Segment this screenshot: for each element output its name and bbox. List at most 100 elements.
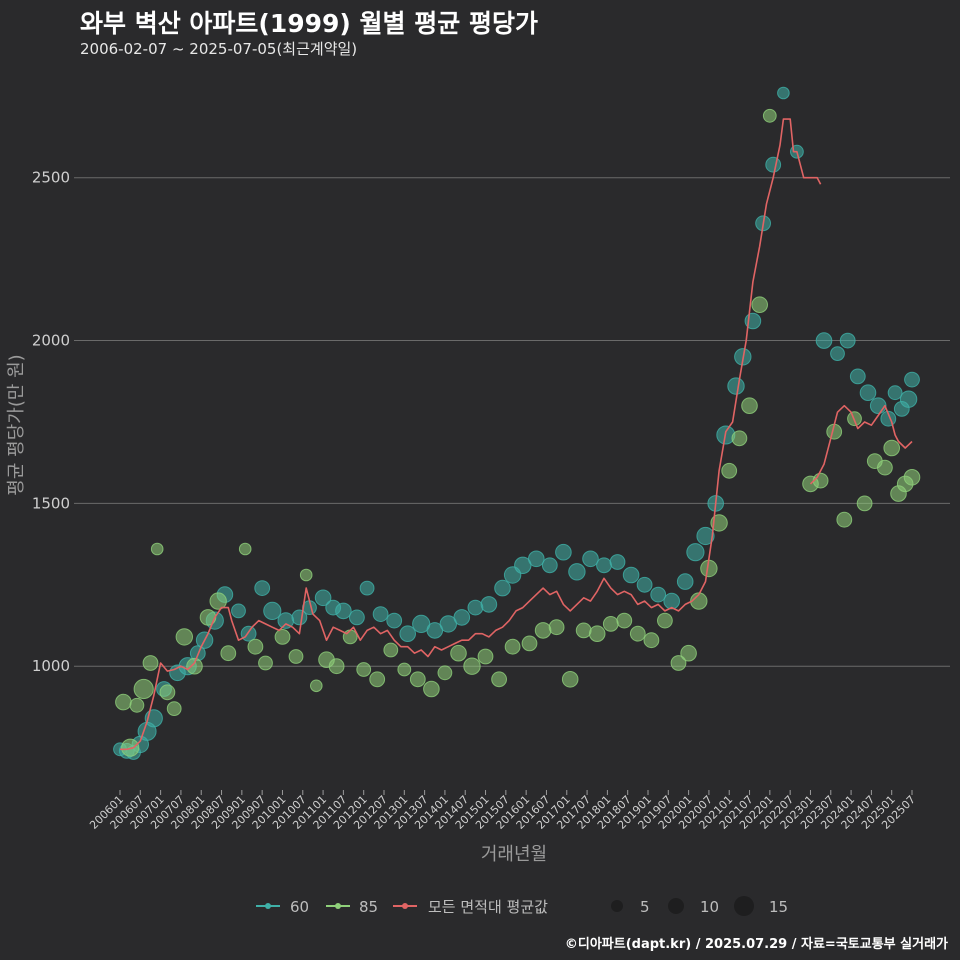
point-85-17 [288, 649, 304, 664]
point-85-10 [199, 609, 217, 626]
point-85-38 [561, 671, 579, 688]
point-60-41 [582, 550, 599, 568]
chart-title: 와부 벽산 아파트(1999) 월별 평균 평당가 [80, 9, 538, 38]
point-60-69 [899, 390, 918, 408]
legend-size-5-dot [611, 900, 623, 912]
point-85-42 [616, 612, 633, 629]
point-60-24 [359, 580, 375, 596]
point-85-59 [836, 511, 853, 528]
point-60-46 [650, 586, 667, 603]
chart-subtitle: 2006-02-07 ~ 2025-07-05(최근계약일) [80, 40, 358, 58]
y-tick-label-1500: 1500 [32, 494, 70, 512]
point-85-14 [247, 638, 264, 655]
point-60-57 [765, 156, 782, 173]
point-60-65 [869, 397, 887, 415]
point-60-40 [568, 563, 586, 581]
point-85-41 [602, 616, 619, 632]
grid-lines [74, 177, 950, 667]
point-60-13 [231, 603, 246, 619]
point-85-45 [657, 612, 673, 629]
point-85-39 [575, 622, 592, 639]
point-85-33 [491, 671, 508, 688]
point-60-25 [372, 606, 389, 622]
legend-size-5-label: 5 [640, 898, 650, 916]
y-axis-ticks: 1000 1500 2000 2500 [32, 169, 70, 676]
point-60-30 [439, 615, 457, 633]
point-60-62 [839, 332, 856, 349]
point-85-13 [238, 542, 252, 556]
point-85-8 [175, 628, 194, 646]
point-85-19 [310, 679, 323, 693]
point-60-31 [453, 609, 471, 626]
y-tick-label-1000: 1000 [32, 657, 70, 675]
point-60-36 [514, 556, 532, 574]
point-60-45 [636, 576, 653, 593]
point-85-57 [812, 472, 829, 489]
point-85-32 [477, 648, 494, 665]
point-85-4 [142, 655, 159, 671]
point-85-2 [129, 697, 145, 713]
point-85-26 [397, 662, 412, 677]
y-tick-label-2000: 2000 [32, 332, 70, 350]
point-85-27 [409, 671, 426, 688]
point-85-50 [710, 514, 728, 532]
y-axis-label: 평균 평당가(만 원) [6, 354, 27, 495]
point-85-0 [115, 693, 132, 711]
point-85-22 [342, 629, 358, 645]
point-85-52 [731, 430, 748, 447]
point-60-32 [467, 599, 484, 616]
point-60-63 [849, 368, 866, 385]
y-tick-label-2500: 2500 [32, 169, 70, 187]
point-60-38 [541, 557, 558, 574]
legend-size-15-dot [734, 896, 754, 916]
point-60-22 [335, 602, 352, 620]
point-85-43 [629, 625, 646, 642]
legend-size-10-label: 10 [700, 898, 719, 916]
point-85-53 [741, 397, 758, 415]
point-60-53 [727, 377, 745, 395]
point-85-54 [751, 296, 769, 314]
point-60-48 [676, 573, 694, 590]
point-85-36 [534, 622, 552, 639]
point-85-44 [643, 632, 660, 649]
point-60-43 [609, 554, 626, 570]
point-60-49 [686, 543, 705, 562]
point-60-61 [830, 346, 845, 362]
point-60-60 [815, 332, 833, 349]
point-85-34 [504, 638, 521, 655]
point-60-58 [777, 86, 790, 100]
legend: 60 85 모든 면적대 평균값 5 10 15 [256, 896, 788, 916]
point-60-15 [254, 580, 271, 596]
point-85-40 [588, 625, 606, 643]
point-85-5 [150, 542, 164, 556]
point-60-16 [263, 601, 282, 621]
point-60-64 [859, 384, 877, 402]
x-axis-label: 거래년월 [481, 844, 547, 865]
point-85-35 [521, 635, 538, 652]
point-60-23 [349, 609, 365, 626]
point-60-27 [399, 625, 417, 643]
point-60-20 [314, 589, 332, 607]
point-85-12 [220, 645, 237, 662]
average-line-segment-1 [809, 404, 913, 485]
point-85-47 [680, 644, 697, 662]
scatter-points [113, 86, 921, 760]
point-60-33 [480, 596, 498, 613]
point-85-23 [356, 662, 372, 677]
point-85-29 [437, 665, 453, 681]
point-85-67 [903, 469, 921, 486]
source-credit: ©디아파트(dapt.kr) / 2025.07.29 / 자료=국토교통부 실… [564, 937, 948, 952]
point-60-37 [528, 550, 545, 568]
point-60-67 [887, 385, 903, 401]
average-line-segment-0 [120, 118, 822, 751]
legend-60-dot [265, 903, 271, 909]
point-85-11 [209, 592, 227, 610]
point-85-31 [463, 657, 481, 675]
legend-60-label: 60 [290, 898, 309, 916]
legend-size-10-dot [668, 898, 684, 914]
point-85-3 [133, 678, 154, 700]
point-85-37 [548, 619, 565, 636]
point-60-50 [696, 526, 715, 546]
point-85-16 [274, 629, 291, 645]
